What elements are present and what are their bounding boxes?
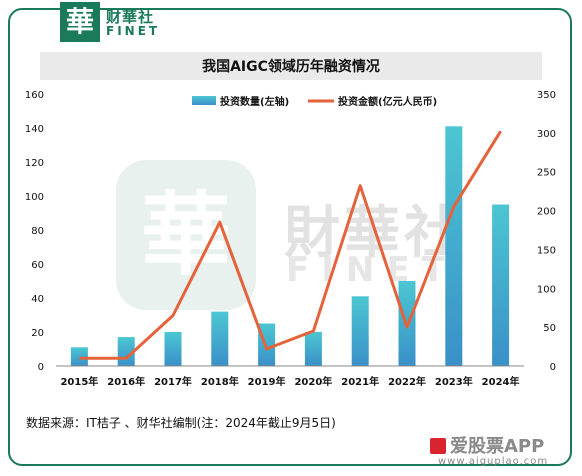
aigupiao-url: www.aiguplao.com (438, 456, 549, 467)
chart-title-bar: 我国AIGC领域历年融资情况 (40, 52, 542, 80)
bar (211, 311, 229, 366)
x-tick-label: 2021年 (341, 375, 379, 388)
y-left-tick-label: 0 (38, 362, 44, 373)
y-right-tick-label: 200 (537, 207, 556, 218)
y-right-tick-label: 100 (537, 284, 556, 295)
y-right-tick-label: 150 (537, 245, 556, 256)
legend-bar-swatch (192, 96, 216, 105)
y-right-tick-label: 300 (537, 129, 556, 140)
watermark-text-en: FINET (286, 250, 457, 290)
y-left-tick-label: 100 (25, 192, 44, 203)
x-tick-label: 2017年 (154, 375, 192, 388)
aigupiao-logo-icon (430, 438, 446, 454)
y-left-tick-label: 80 (31, 226, 44, 237)
x-tick-label: 2019年 (248, 375, 286, 388)
watermark-seal: 華 (116, 160, 256, 310)
brand-name-cn: 财華社 (106, 8, 155, 26)
brand-name-en: FINET (106, 24, 161, 38)
chart-title: 我国AIGC领域历年融资情况 (202, 59, 380, 75)
data-source-note: 数据来源：IT桔子 、财华社编制(注：2024年截止9月5日) (26, 416, 336, 430)
aigupiao-brand: 爱股票APP (430, 432, 544, 458)
bar (445, 126, 463, 366)
legend-line-label: 投资金额(亿元人民币) (338, 95, 437, 108)
y-left-tick-label: 60 (31, 260, 44, 271)
x-tick-label: 2018年 (201, 375, 239, 388)
x-tick-label: 2016年 (107, 375, 145, 388)
bar (164, 332, 182, 366)
bar (492, 204, 510, 366)
x-tick-label: 2022年 (388, 375, 426, 388)
aigupiao-brand-label: 爱股票APP (450, 436, 545, 457)
y-right-tick-label: 350 (537, 90, 556, 101)
watermark-text-cn: 財華社 (284, 200, 464, 266)
line-series (79, 130, 502, 360)
y-left-tick-label: 160 (25, 90, 44, 101)
x-tick-label: 2023年 (435, 375, 473, 388)
x-tick-label: 2015年 (60, 375, 98, 388)
x-tick-label: 2024年 (482, 375, 520, 388)
bar (304, 332, 322, 366)
legend-bar-label: 投资数量(左轴) (220, 95, 289, 108)
y-left-tick-label: 40 (31, 294, 44, 305)
x-tick-label: 2020年 (294, 375, 332, 388)
y-right-tick-label: 50 (543, 323, 556, 334)
bar (70, 347, 88, 366)
chart-frame (8, 8, 572, 466)
y-left-tick-label: 120 (25, 158, 44, 169)
y-left-tick-label: 20 (31, 328, 44, 339)
finet-logo-icon: 華 (60, 2, 100, 42)
y-right-tick-label: 250 (537, 168, 556, 179)
y-left-tick-label: 140 (25, 124, 44, 135)
y-right-tick-label: 0 (550, 362, 556, 373)
bar (351, 296, 369, 366)
